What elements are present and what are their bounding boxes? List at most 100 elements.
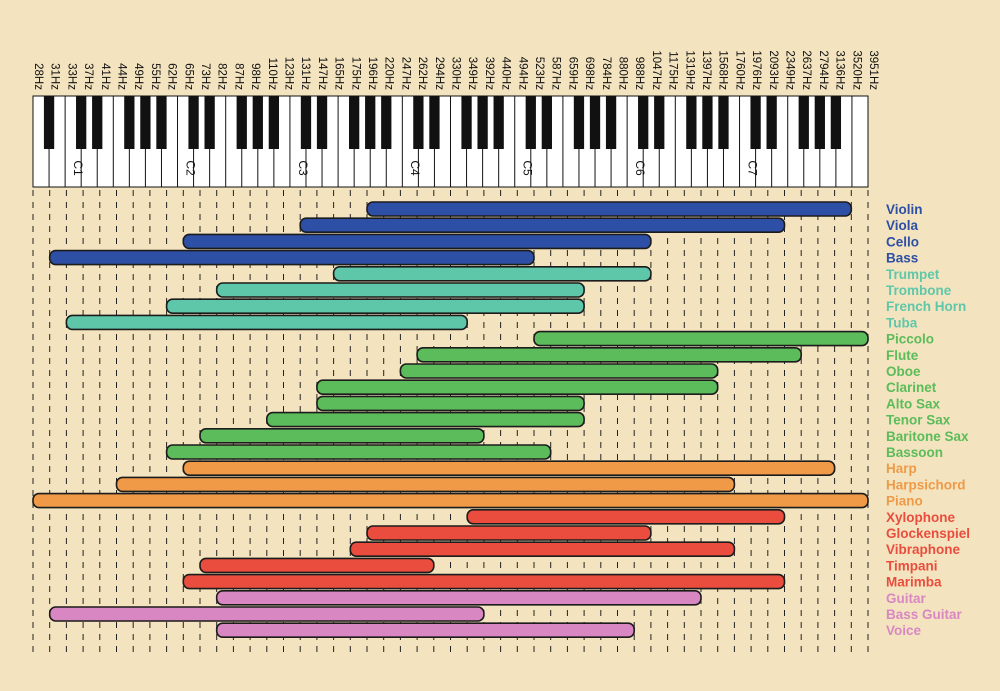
black-key [252,96,263,149]
frequency-tick-label: 49Hz [132,63,144,90]
frequency-tick-label: 1319Hz [683,50,695,90]
black-key [365,96,376,149]
black-key [654,96,665,149]
black-key [156,96,167,149]
frequency-tick-label: 988Hz [633,57,645,90]
frequency-tick-label: 31Hz [49,63,61,90]
black-key [493,96,504,149]
black-key [124,96,135,149]
black-key [413,96,424,149]
frequency-tick-label: 131Hz [299,57,311,90]
range-bar [182,460,836,477]
black-key [300,96,312,149]
black-key [477,96,488,149]
range-bar [182,573,786,590]
black-key [188,96,199,149]
black-key [316,96,328,149]
range-bar [349,541,736,558]
range-bars [32,201,869,639]
instrument-label: Baritone Sax [886,429,969,444]
black-key [798,96,809,149]
instrument-label: Flute [886,348,919,363]
frequency-tick-label: 659Hz [566,57,578,90]
instrument-label: Piano [886,494,923,509]
instrument-label: Glockenspiel [886,526,970,541]
range-bar [48,249,535,266]
range-bar [416,346,803,363]
frequency-tick-label: 2794Hz [817,50,829,90]
frequency-tick-label: 110Hz [266,58,278,91]
frequency-tick-label: 33Hz [65,63,77,90]
range-bar [199,427,485,444]
frequency-tick-label: 1047Hz [650,50,662,90]
frequency-tick-label: 62Hz [166,63,178,90]
frequency-tick-label: 87Hz [232,63,244,90]
black-key [92,96,103,149]
range-bar [32,492,869,509]
instrument-label: Tuba [886,315,918,330]
black-key [381,96,392,149]
frequency-tick-label: 28Hz [32,63,44,90]
black-key [236,96,247,149]
range-bar [65,314,468,331]
black-key [461,96,472,149]
range-bar [399,363,719,379]
frequency-tick-label: 262Hz [416,57,428,90]
frequency-tick-label: 3520Hz [850,50,862,90]
octave-label: C7 [745,160,759,176]
frequency-tick-label: 392Hz [483,57,495,90]
frequency-tick-label: 2349Hz [783,50,795,90]
octave-label: C4 [408,160,422,176]
frequency-tick-label: 1568Hz [717,50,729,90]
black-key [76,96,87,149]
frequency-tick-label: 2637Hz [800,50,812,90]
range-bar [165,298,585,315]
range-bar [299,217,786,233]
frequency-tick-label: 1760Hz [733,50,745,90]
frequency-tick-label: 698Hz [583,57,595,90]
frequency-tick-label: 1397Hz [700,50,712,90]
frequency-tick-label: 1175Hz [667,51,679,90]
frequency-tick-label: 220Hz [383,57,395,90]
instrument-label: Oboe [886,364,921,379]
instrument-label: Bass Guitar [886,607,963,622]
range-bar [182,233,652,250]
instrument-label: Violin [886,202,923,217]
frequency-tick-label: 523Hz [533,57,545,90]
octave-label: C1 [71,160,85,176]
instrument-label: Alto Sax [886,396,941,411]
frequency-tick-label: 247Hz [399,57,411,90]
instrument-label: Timpani [886,558,938,573]
black-key [718,96,729,149]
frequency-tick-label: 587Hz [550,57,562,90]
instrument-label: Trumpet [886,267,940,282]
frequency-tick-label: 1976Hz [750,50,762,90]
black-key [589,96,601,149]
instrument-label: Tenor Sax [886,413,951,428]
instrument-label: Bassoon [886,445,943,460]
range-bar [316,395,585,412]
octave-label: C2 [183,160,197,176]
black-key [140,96,151,149]
frequency-tick-label: 37Hz [82,63,94,90]
range-bar [215,589,702,606]
frequency-tick-label: 494Hz [516,57,528,90]
frequency-tick-label: 3136Hz [834,50,846,90]
instrument-label: Marimba [886,575,942,590]
black-key [349,96,360,149]
octave-label: C6 [633,160,647,176]
black-key [702,96,713,149]
octave-label: C3 [296,160,310,176]
instrument-label: Vibraphone [886,542,961,557]
range-bar [533,330,869,347]
black-key [429,96,440,149]
frequency-tick-label: 44Hz [115,63,127,90]
black-key [541,96,552,149]
frequency-tick-label: 880Hz [616,57,628,90]
range-bar [215,622,635,639]
black-key [830,96,842,149]
frequency-tick-label: 165Hz [333,57,345,90]
instrument-label: Guitar [886,591,927,606]
